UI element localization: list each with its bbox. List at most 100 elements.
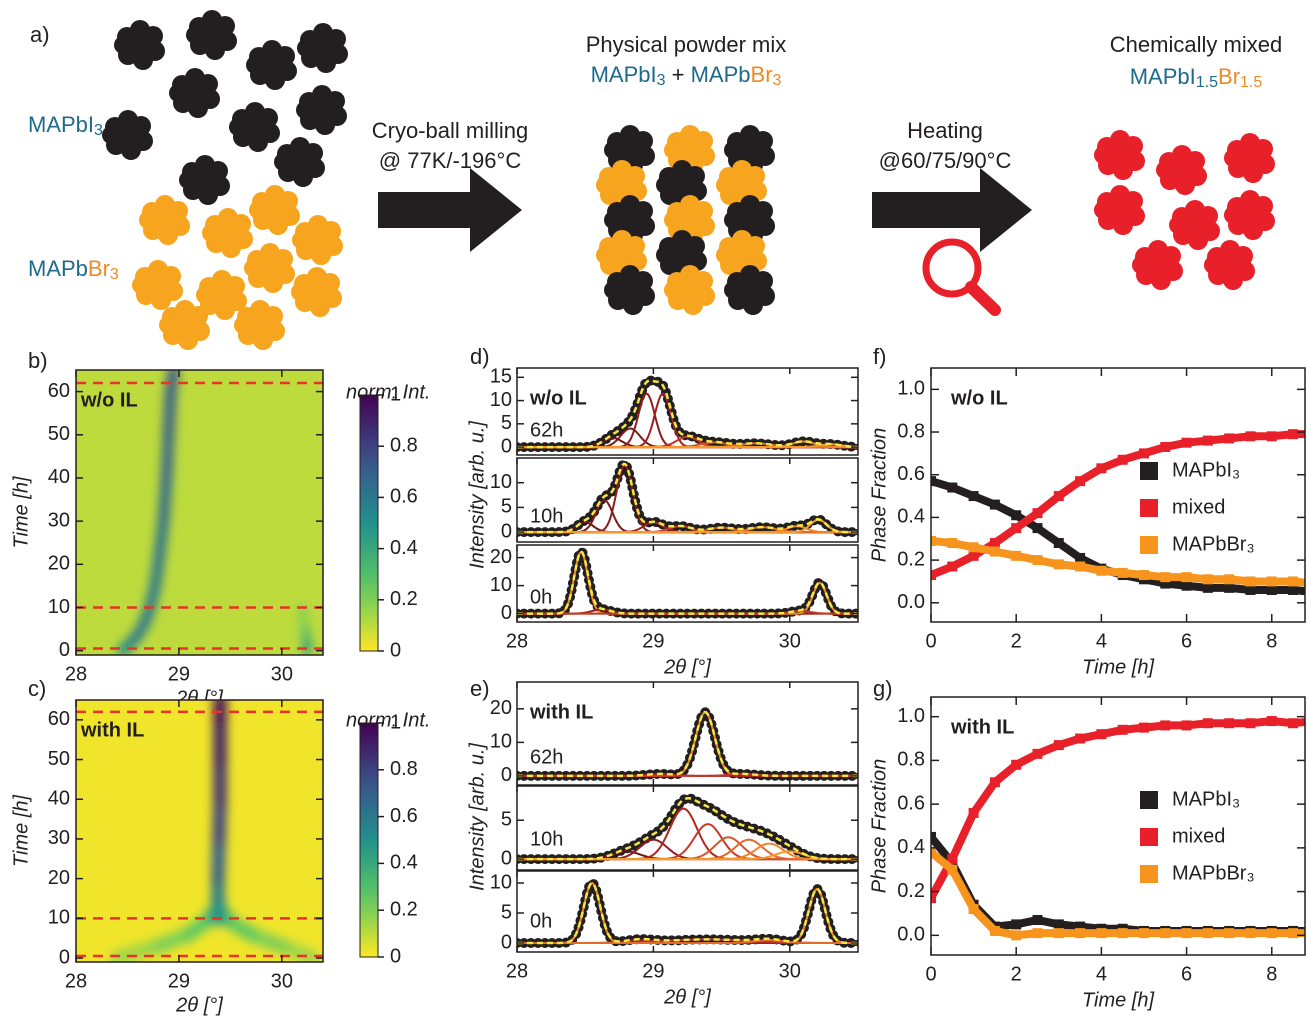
data-point: [1075, 553, 1085, 563]
particle: [291, 267, 342, 317]
formula-part: MAPb: [28, 256, 88, 281]
particle-part: [656, 246, 674, 264]
formula-part: 3: [110, 266, 119, 283]
particle: [132, 260, 183, 310]
formula-part: Br: [1218, 64, 1240, 89]
y-tick-label: 0.6: [897, 463, 925, 485]
data-point: [969, 808, 979, 818]
x-axis-label: 2θ [°]: [175, 994, 223, 1016]
heatmap-ridge: [158, 521, 163, 564]
data-point: [1118, 568, 1128, 578]
particle-part: [1169, 216, 1187, 234]
particle-part: [724, 211, 742, 229]
y-axis-label: Intensity [arb. u.]: [466, 743, 488, 891]
y-tick-label: 40: [48, 466, 70, 488]
intermediate-title: Physical powder mix: [586, 32, 787, 57]
particle: [1094, 185, 1145, 235]
x-axis-label: Time [h]: [1082, 989, 1155, 1011]
data-point: [1203, 436, 1213, 446]
particle: [1132, 240, 1183, 290]
particle: [139, 195, 190, 245]
heatmap-ridge: [302, 608, 304, 625]
x-tick-label: 2: [1011, 963, 1022, 985]
subplot-label: 62h: [530, 419, 563, 441]
data-point: [1288, 429, 1298, 439]
particle-part: [159, 316, 177, 334]
data-point: [1011, 523, 1021, 533]
data-point: [1182, 438, 1192, 448]
particle-part: [604, 211, 622, 229]
data-point: [1054, 559, 1064, 569]
data-point: [990, 777, 1000, 787]
x-tick-label: 29: [642, 960, 664, 982]
subplot-label: 10h: [530, 505, 563, 527]
particle-part: [274, 153, 292, 171]
particle-part: [234, 316, 252, 334]
data-point: [1203, 583, 1213, 593]
y-tick-label: 30: [48, 509, 70, 531]
x-tick-label: 30: [779, 630, 801, 652]
formula-part: Br: [88, 256, 110, 281]
y-tick-label: 0: [59, 946, 70, 968]
formula-part: +: [666, 62, 691, 87]
data-point: [1224, 433, 1234, 443]
particle-part: [716, 246, 734, 264]
y-tick-label: 0.2: [897, 548, 925, 570]
particle-part: [246, 56, 264, 74]
data-point: [1182, 928, 1192, 938]
y-tick-label: 20: [48, 553, 70, 575]
y-tick-label: 5: [501, 496, 512, 518]
x-axis-label: 2θ [°]: [663, 986, 711, 1008]
x-tick-label: 2: [1011, 630, 1022, 652]
particle-part: [664, 281, 682, 299]
colorbar-tick-label: 0.6: [390, 805, 418, 827]
heatmap: [76, 370, 323, 655]
y-tick-label: 10: [490, 731, 512, 753]
data-point: [1288, 718, 1298, 728]
legend-label: MAPbI₃: [1172, 459, 1240, 481]
heatmap-ridge: [169, 392, 171, 435]
particle-part: [1204, 256, 1222, 274]
data-point: [1075, 734, 1085, 744]
legend-marker: [1140, 462, 1158, 480]
y-tick-label: 0: [59, 639, 70, 661]
colorbar-tick-label: 0.6: [390, 486, 418, 508]
y-axis-label: Phase Fraction: [868, 759, 890, 894]
data-point: [1267, 576, 1277, 586]
particle-part: [186, 26, 204, 44]
y-tick-label: 20: [48, 867, 70, 889]
y-tick-label: 20: [490, 697, 512, 719]
particle: [297, 23, 348, 73]
particle-part: [604, 141, 622, 159]
particle-part: [656, 176, 674, 194]
data-point: [1032, 508, 1042, 518]
data-point: [1288, 576, 1298, 586]
formula-part: 1.5: [1240, 74, 1262, 91]
data-point: [947, 538, 957, 548]
data-point: [1245, 928, 1255, 938]
data-point: [1182, 572, 1192, 582]
x-tick-label: 28: [506, 630, 528, 652]
annotation: with IL: [80, 719, 144, 741]
data-point: [1245, 576, 1255, 586]
y-tick-label: 60: [48, 708, 70, 730]
data-point: [1267, 585, 1277, 595]
data-point: [1032, 928, 1042, 938]
formula-part: MAPb: [691, 62, 751, 87]
colorbar: [360, 395, 378, 651]
data-point: [1011, 930, 1021, 940]
x-tick-label: 29: [168, 970, 190, 992]
data-point: [1075, 562, 1085, 572]
particle-part: [1156, 161, 1174, 179]
annotation: with IL: [950, 716, 1014, 738]
particle-part: [202, 224, 220, 242]
y-tick-label: 10: [48, 596, 70, 618]
data-point: [1160, 442, 1170, 452]
data-point: [1139, 570, 1149, 580]
colorbar-tick-label: 0: [390, 639, 401, 661]
data-point: [1203, 574, 1213, 584]
x-tick-label: 6: [1181, 963, 1192, 985]
particle-part: [229, 118, 247, 136]
x-tick-label: 0: [925, 963, 936, 985]
panel-label: e): [470, 676, 490, 701]
